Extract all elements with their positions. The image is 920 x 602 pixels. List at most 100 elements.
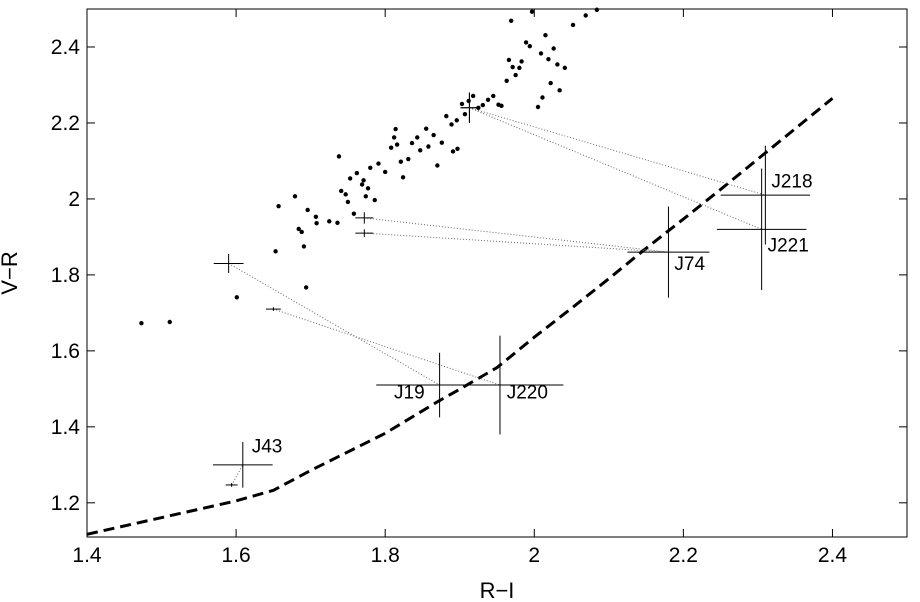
tick-labels: 1.4 1.6 1.8 2 2.2 2.4 1.2 1.4 1.6 1.8 2 2.2 2.4 bbox=[51, 36, 848, 567]
reference-dot bbox=[454, 118, 459, 123]
observed-crosses bbox=[213, 92, 479, 487]
x-tick-label: 1.4 bbox=[72, 544, 102, 567]
reference-dot bbox=[506, 57, 512, 63]
reference-dot bbox=[562, 65, 568, 71]
reference-dot bbox=[491, 93, 496, 99]
y-tick-label: 2.4 bbox=[51, 36, 81, 59]
reference-dot bbox=[513, 72, 518, 78]
reference-dot bbox=[391, 135, 397, 140]
link-line bbox=[364, 232, 669, 253]
reference-dot bbox=[339, 188, 344, 194]
object-label: J220 bbox=[507, 382, 548, 403]
reference-dot bbox=[450, 149, 456, 154]
reference-dot bbox=[423, 126, 429, 131]
reference-dot bbox=[431, 132, 436, 138]
object-label: J74 bbox=[674, 254, 705, 275]
reference-dot bbox=[361, 178, 366, 183]
reference-dots bbox=[139, 7, 600, 326]
y-tick-label: 1.6 bbox=[51, 340, 80, 363]
reference-dot bbox=[398, 159, 404, 164]
reference-dot bbox=[543, 33, 548, 38]
reference-dot bbox=[480, 102, 486, 108]
reference-dot bbox=[426, 144, 431, 149]
reference-dot bbox=[365, 186, 371, 191]
reference-dot bbox=[234, 295, 240, 300]
reference-dot bbox=[517, 65, 522, 71]
object-label: J221 bbox=[768, 235, 809, 256]
reference-dot bbox=[301, 244, 307, 249]
reference-dot bbox=[439, 140, 445, 145]
reference-dot bbox=[376, 161, 381, 166]
reference-dot bbox=[527, 44, 532, 49]
reference-dot bbox=[393, 126, 398, 132]
reference-dot bbox=[313, 214, 319, 219]
object-cross bbox=[627, 206, 710, 298]
reference-dot bbox=[459, 101, 465, 107]
reference-dot bbox=[570, 22, 576, 28]
link-line bbox=[364, 217, 669, 253]
observed-cross bbox=[355, 212, 374, 224]
reference-dot bbox=[345, 199, 351, 205]
reference-dot bbox=[363, 194, 368, 199]
reference-dot bbox=[540, 95, 545, 100]
observed-cross bbox=[355, 229, 374, 237]
x-tick-label: 2.2 bbox=[669, 544, 698, 567]
reference-dot bbox=[583, 13, 588, 18]
reference-dot bbox=[314, 221, 319, 226]
reference-dot bbox=[394, 142, 400, 147]
reference-dot bbox=[273, 249, 278, 254]
reference-dot bbox=[296, 226, 301, 232]
x-tick-label: 1.8 bbox=[371, 544, 400, 567]
reference-dot bbox=[406, 156, 411, 162]
observed-cross bbox=[213, 254, 244, 273]
x-tick-label: 2 bbox=[528, 544, 540, 567]
reference-dot bbox=[336, 154, 342, 159]
y-tick-label: 1.8 bbox=[51, 264, 80, 287]
reference-dot bbox=[343, 192, 348, 197]
object-labels: J19 J220 J43 J74 J218 J221 bbox=[252, 172, 813, 458]
observed-cross bbox=[225, 483, 238, 487]
reference-dot bbox=[485, 97, 491, 102]
y-tick-label: 1.4 bbox=[51, 416, 81, 439]
reference-dot bbox=[415, 135, 420, 140]
reference-dot bbox=[555, 62, 560, 67]
reference-dot bbox=[523, 40, 529, 45]
link-line bbox=[231, 464, 244, 486]
y-tick-label: 1.2 bbox=[51, 492, 80, 515]
reference-dot bbox=[551, 46, 556, 51]
reference-dot bbox=[400, 175, 406, 180]
object-cross bbox=[720, 145, 811, 245]
reference-dot bbox=[388, 145, 394, 150]
reference-dot bbox=[354, 170, 360, 176]
reference-dot bbox=[499, 103, 504, 109]
object-label: J218 bbox=[771, 172, 812, 193]
object-cross bbox=[212, 442, 273, 488]
reference-dot bbox=[519, 59, 524, 64]
reference-dot bbox=[372, 197, 377, 203]
observed-cross bbox=[460, 92, 479, 123]
reference-dot bbox=[303, 285, 309, 290]
dashed-line bbox=[86, 97, 834, 536]
reference-dot bbox=[508, 18, 514, 23]
reference-dot bbox=[546, 56, 551, 62]
reference-dot bbox=[466, 98, 471, 104]
reference-dot bbox=[299, 229, 304, 235]
reference-dot bbox=[535, 104, 541, 110]
reference-dot bbox=[359, 182, 365, 187]
plot-frame bbox=[86, 8, 908, 538]
x-axis-title: R−I bbox=[480, 578, 515, 602]
object-cross bbox=[716, 168, 807, 291]
reference-dot bbox=[449, 122, 454, 127]
reference-dot bbox=[305, 207, 310, 213]
y-tick-label: 2.2 bbox=[51, 112, 80, 135]
reference-dot bbox=[548, 80, 553, 86]
observed-cross bbox=[265, 307, 281, 311]
reference-dot bbox=[167, 319, 172, 325]
reference-dot bbox=[462, 112, 468, 117]
reference-dot bbox=[327, 219, 332, 224]
link-line bbox=[469, 107, 766, 196]
object-crosses bbox=[212, 145, 811, 488]
reference-dot bbox=[382, 169, 388, 175]
reference-dot bbox=[139, 320, 144, 326]
